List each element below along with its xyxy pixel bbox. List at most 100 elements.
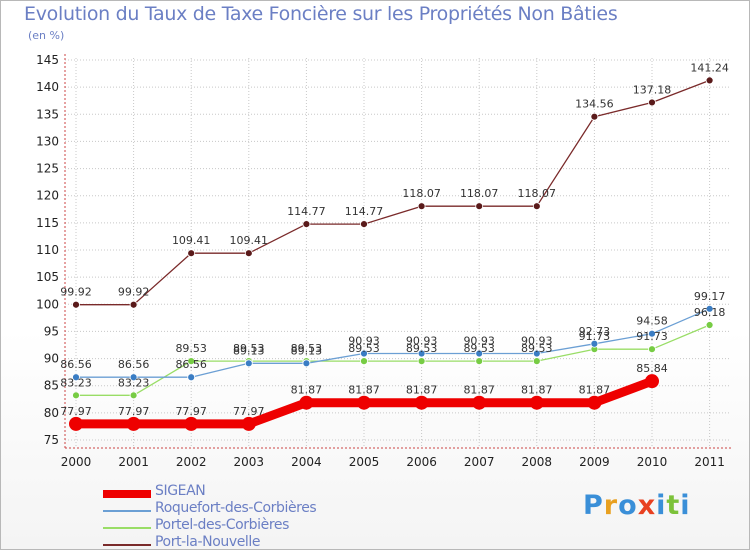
y-tick-label: 120 [36,189,59,203]
data-label: 99.92 [60,286,92,299]
data-label: 118.07 [518,187,557,200]
data-point [72,391,80,400]
data-point [417,349,426,358]
logo-letter: x [637,490,657,521]
y-tick-label: 115 [36,216,59,230]
data-point [645,374,659,389]
data-labels: 99.92 99.92 109.41 109.41 114.77 114.77 118.07… [60,61,729,417]
data-point [587,395,602,410]
data-label: 134.56 [575,98,614,111]
data-label: 77.97 [118,405,150,418]
data-label: 81.87 [579,384,611,397]
data-label: 118.07 [460,187,499,200]
data-label: 99.92 [118,286,150,299]
data-label: 91.73 [636,330,668,343]
data-label: 90.93 [521,335,553,348]
y-tick-label: 105 [36,270,59,284]
data-point [705,304,714,313]
y-tick-label: 140 [36,80,59,94]
data-point [360,349,368,358]
data-point [187,373,196,382]
data-label: 86.56 [118,358,150,371]
series-line-2 [75,324,711,396]
x-tick-label: 2002 [176,455,207,469]
x-tick-label: 2009 [579,455,610,469]
data-point [69,416,83,431]
y-tick-label: 135 [36,107,59,121]
data-point [129,300,138,309]
legend-swatch [103,490,151,498]
data-label: 81.87 [463,384,495,397]
data-point [475,202,484,211]
data-label: 89.53 [348,342,380,355]
y-tick-label: 145 [36,53,59,67]
legend-swatch [103,527,151,529]
y-tick-label: 130 [36,134,59,148]
data-label: 81.87 [348,384,380,397]
data-point [184,416,199,431]
y-tick-label: 85 [44,379,59,393]
x-tick-label: 2008 [522,455,553,469]
data-point [72,300,80,309]
data-point [532,357,541,366]
data-label: 90.93 [463,335,495,348]
data-label: 86.56 [60,358,92,371]
x-tick-label: 2000 [61,455,92,469]
data-label: 114.77 [345,205,384,218]
legend-swatch [103,510,151,512]
legend-label: Roquefort-des-Corbières [155,500,317,516]
logo-letter: i [680,490,691,521]
data-point [414,395,429,410]
data-point [648,345,656,354]
data-label: 118.07 [402,187,441,200]
x-tick-label: 2010 [637,455,668,469]
data-label: 77.97 [175,405,207,418]
data-point [302,220,311,229]
data-label: 89.53 [233,342,265,355]
data-label: 89.13 [291,344,323,357]
data-label: 83.23 [60,376,92,389]
data-point [529,395,544,410]
series-line-1 [75,308,711,378]
data-point [129,391,138,400]
legend-label: Port-la-Nouvelle [155,534,261,550]
data-label: 96.18 [694,306,726,319]
data-point [590,339,599,348]
y-tick-label: 90 [44,352,59,366]
data-label: 99.17 [694,290,726,303]
data-point [299,395,314,410]
data-label: 92.73 [579,325,611,338]
x-tick-label: 2004 [291,455,322,469]
y-tick-label: 75 [44,433,59,447]
legend-label: SIGEAN [155,483,206,499]
x-tick-label: 2001 [118,455,149,469]
data-point [417,357,426,366]
data-point [648,329,656,338]
data-label: 90.93 [406,335,438,348]
data-point [472,395,487,410]
series-lines [69,76,714,431]
data-label: 109.41 [230,234,269,247]
data-point [129,373,138,382]
data-label: 91.73 [579,330,611,343]
proxiti-logo: Proxiti [583,490,691,521]
data-point [302,359,311,368]
data-label: 81.87 [406,384,438,397]
grid-lines [65,58,731,446]
data-label: 86.56 [175,358,207,371]
data-point [360,220,368,229]
data-point [126,416,141,431]
data-label: 89.53 [463,342,495,355]
data-point [187,357,196,366]
data-label: 89.53 [406,342,438,355]
x-tick-label: 2003 [234,455,265,469]
data-point [705,321,714,329]
data-label: 94.58 [636,315,668,328]
data-label: 85.84 [636,362,668,375]
logo-letter: P [583,490,604,521]
data-label: 77.97 [60,405,92,418]
y-tick-label: 125 [36,162,59,176]
x-tick-label: 2007 [464,455,495,469]
